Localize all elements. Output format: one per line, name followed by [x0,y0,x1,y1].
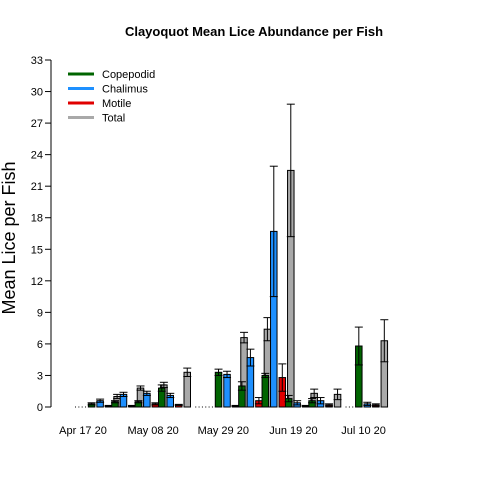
x-tick-label: Apr 17 20 [59,425,107,437]
bar-chalimus [223,373,231,408]
bar-total [183,371,191,408]
bars [87,103,389,408]
x-tick-label: Jul 10 20 [341,425,386,437]
no-data-dot [352,406,354,408]
y-tick-label: 3 [37,370,43,382]
y-axis: 0 3 6 9 12 15 18 21 24 27 30 33 [31,55,52,414]
no-data-dot [205,406,207,408]
x-axis: Apr 17 20 May 08 20 May 29 20 Jun 19 20 Jul … [59,425,386,437]
no-data-dot [75,406,76,408]
bar-copepodid [261,374,270,408]
y-tick-label: 30 [31,87,43,99]
legend-label-motile: Motile [102,98,131,110]
y-tick-label: 33 [31,55,43,67]
x-tick-label: May 08 20 [127,425,178,437]
y-tick-label: 9 [37,307,43,319]
legend-label-copepodid: Copepodid [102,69,155,81]
x-tick-label: Jun 19 20 [269,425,317,437]
no-data-dot [85,406,87,408]
no-data-dot [198,406,200,408]
no-data-dot [345,406,347,408]
no-data-dot [211,406,213,408]
legend: Copepodid Chalimus Motile Total [68,69,155,125]
no-data-dot [201,406,203,408]
legend-label-chalimus: Chalimus [102,84,148,96]
x-tick-label: May 29 20 [198,425,249,437]
no-data-dot [81,406,83,408]
no-data-dot [78,406,80,408]
y-tick-label: 24 [31,150,43,162]
no-data-dot [195,406,197,408]
chart-title: Clayoquot Mean Lice Abundance per Fish [125,24,383,39]
y-tick-label: 15 [31,244,43,256]
no-data-markers [75,406,354,408]
no-data-dot [208,406,210,408]
y-tick-label: 12 [31,276,43,288]
y-tick-label: 6 [37,339,43,351]
bar-copepodid [214,371,223,408]
legend-label-total: Total [102,113,125,125]
y-tick-label: 0 [37,402,43,414]
y-tick-label: 21 [31,181,43,193]
no-data-dot [348,406,350,408]
y-axis-title: Mean Lice per Fish [0,161,19,314]
y-tick-label: 18 [31,213,43,225]
y-tick-label: 27 [31,118,43,130]
